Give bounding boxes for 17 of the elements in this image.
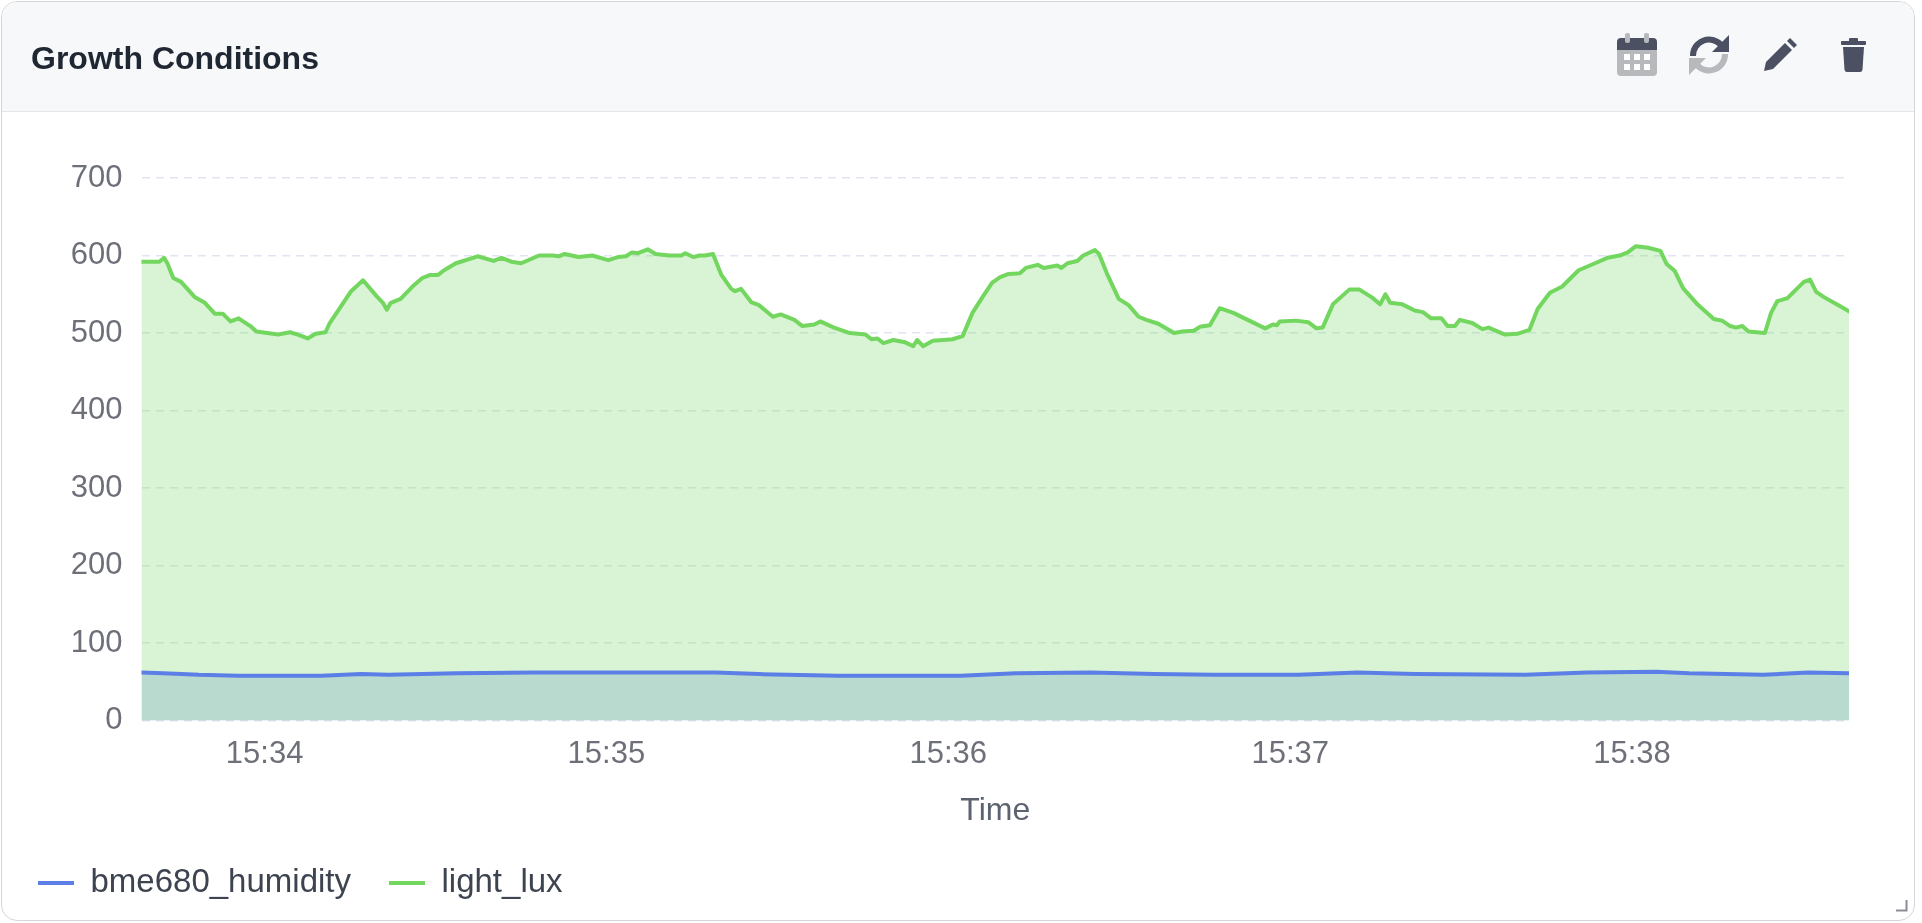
y-tick-label: 500	[70, 313, 123, 349]
x-tick-label: 15:38	[1593, 734, 1671, 770]
y-tick-label: 100	[70, 623, 123, 659]
y-tick-label: 700	[70, 158, 123, 194]
y-tick-label: 0	[105, 701, 123, 737]
y-tick-label: 300	[70, 468, 123, 504]
legend-label: light_lux	[441, 862, 564, 900]
x-tick-label: 15:35	[567, 734, 646, 770]
x-tick-label: 15:37	[1251, 734, 1330, 770]
x-axis-title: Time	[960, 790, 1031, 827]
chart-title: Growth Conditions	[31, 39, 319, 78]
x-tick-label: 15:34	[225, 734, 304, 770]
y-tick-label: 400	[70, 391, 123, 427]
y-tick-label: 600	[70, 236, 123, 272]
legend-label: bme680_humidity	[90, 862, 352, 900]
x-tick-label: 15:36	[909, 734, 988, 770]
y-tick-label: 200	[70, 546, 123, 582]
